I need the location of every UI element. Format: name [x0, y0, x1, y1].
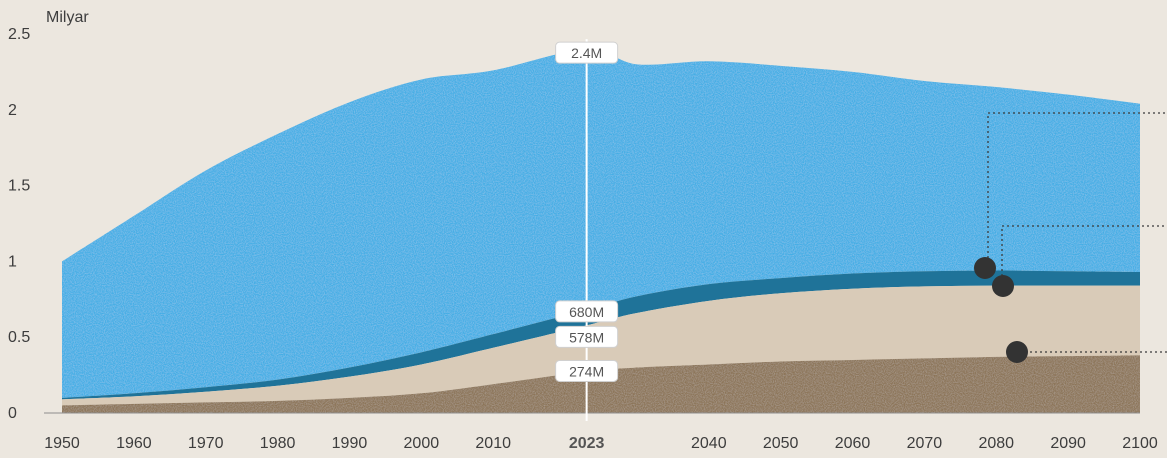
callout-dot	[992, 275, 1014, 297]
callout-leader-line	[987, 112, 1167, 268]
year-2023-marker: 2.4M 680M 578M 274M	[555, 39, 619, 421]
value-badge: 680M	[555, 300, 619, 323]
x-tick-label: 2010	[475, 435, 511, 452]
y-axis-unit-label: Milyar	[46, 9, 89, 26]
x-tick-label: 1960	[116, 435, 152, 452]
x-tick-label: 2080	[978, 435, 1014, 452]
callout-dot	[1006, 341, 1028, 363]
x-axis: 1950 1960 1970 1980 1990 2000 2010 2023 2040 2050…	[44, 435, 1158, 452]
y-tick-label: 0	[8, 405, 17, 422]
x-tick-label: 1970	[188, 435, 224, 452]
x-tick-label: 1950	[44, 435, 80, 452]
callout-leader-line	[1001, 225, 1167, 286]
x-tick-label: 1990	[332, 435, 368, 452]
x-tick-label: 2023	[569, 435, 605, 452]
legend-callouts	[974, 112, 1167, 363]
area-layer-dark-blue	[62, 270, 1140, 400]
area-layer-bottom	[62, 355, 1140, 413]
callout-dot	[974, 257, 996, 279]
value-badge: 578M	[555, 325, 619, 348]
x-tick-label: 2050	[763, 435, 799, 452]
x-tick-label: 2090	[1050, 435, 1086, 452]
value-badge-label: 578M	[569, 329, 604, 345]
x-tick-label: 2000	[404, 435, 440, 452]
x-tick-label: 2100	[1122, 435, 1158, 452]
x-tick-label: 1980	[260, 435, 296, 452]
y-tick-label: 1	[8, 253, 17, 270]
x-tick-label: 2070	[907, 435, 943, 452]
x-tick-label: 2040	[691, 435, 727, 452]
y-axis: 0 0.5 1 1.5 2 2.5	[8, 26, 30, 422]
x-tick-label: 2060	[835, 435, 871, 452]
area-layer-light-blue	[62, 49, 1140, 398]
value-badge-label: 680M	[569, 304, 604, 320]
value-badge: 274M	[555, 359, 619, 382]
y-tick-label: 2	[8, 102, 17, 119]
value-badge: 2.4M	[555, 41, 619, 64]
y-tick-label: 1.5	[8, 178, 30, 195]
y-tick-label: 0.5	[8, 329, 30, 346]
value-badge-label: 274M	[569, 363, 604, 379]
value-badge-label: 2.4M	[571, 45, 602, 61]
y-tick-label: 2.5	[8, 26, 30, 43]
stacked-areas	[62, 49, 1140, 413]
